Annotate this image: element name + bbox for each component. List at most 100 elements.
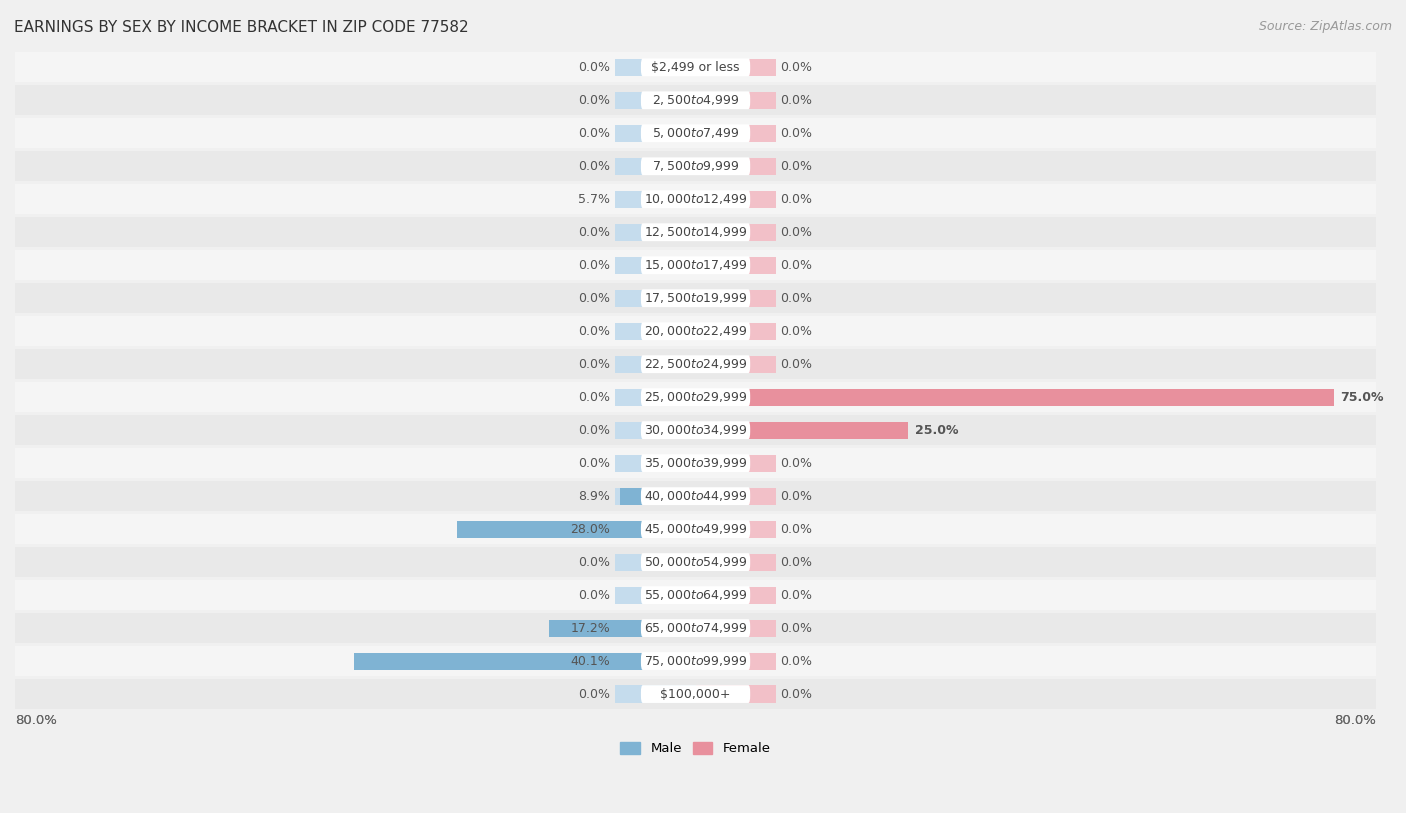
Text: 0.0%: 0.0%: [780, 61, 813, 74]
Text: $2,499 or less: $2,499 or less: [651, 61, 740, 74]
FancyBboxPatch shape: [641, 685, 751, 703]
Bar: [614, 289, 696, 307]
Bar: [614, 488, 696, 505]
FancyBboxPatch shape: [641, 355, 751, 373]
Bar: [15, 382, 1376, 412]
Bar: [354, 653, 696, 670]
Bar: [696, 586, 776, 604]
Bar: [15, 415, 1376, 445]
Bar: [696, 520, 776, 537]
Bar: [696, 620, 776, 637]
Text: 0.0%: 0.0%: [780, 324, 813, 337]
Bar: [15, 580, 1376, 610]
Bar: [614, 389, 696, 406]
Bar: [614, 191, 696, 208]
Text: 40.1%: 40.1%: [571, 654, 610, 667]
Text: 0.0%: 0.0%: [578, 324, 610, 337]
Bar: [696, 422, 776, 439]
Text: 75.0%: 75.0%: [1340, 391, 1384, 404]
Bar: [696, 257, 776, 274]
Text: 0.0%: 0.0%: [578, 93, 610, 107]
FancyBboxPatch shape: [641, 322, 751, 340]
Bar: [550, 620, 696, 637]
Text: $17,500 to $19,999: $17,500 to $19,999: [644, 291, 748, 305]
Bar: [15, 613, 1376, 643]
Text: 0.0%: 0.0%: [780, 622, 813, 635]
Text: $2,500 to $4,999: $2,500 to $4,999: [652, 93, 740, 107]
Bar: [696, 158, 776, 175]
Text: 0.0%: 0.0%: [578, 391, 610, 404]
Bar: [15, 284, 1376, 313]
Bar: [696, 454, 776, 472]
Bar: [15, 448, 1376, 478]
Bar: [614, 257, 696, 274]
Bar: [15, 316, 1376, 346]
Text: 0.0%: 0.0%: [578, 457, 610, 470]
Bar: [696, 389, 1333, 406]
Bar: [614, 620, 696, 637]
Text: EARNINGS BY SEX BY INCOME BRACKET IN ZIP CODE 77582: EARNINGS BY SEX BY INCOME BRACKET IN ZIP…: [14, 20, 468, 35]
Text: $10,000 to $12,499: $10,000 to $12,499: [644, 192, 748, 207]
Text: $20,000 to $22,499: $20,000 to $22,499: [644, 324, 748, 338]
Text: 0.0%: 0.0%: [578, 259, 610, 272]
Text: 0.0%: 0.0%: [780, 589, 813, 602]
Bar: [614, 323, 696, 340]
Bar: [15, 119, 1376, 148]
Text: 5.7%: 5.7%: [578, 193, 610, 206]
Text: 0.0%: 0.0%: [578, 292, 610, 305]
Text: $25,000 to $29,999: $25,000 to $29,999: [644, 390, 747, 404]
Text: 0.0%: 0.0%: [578, 589, 610, 602]
Text: $75,000 to $99,999: $75,000 to $99,999: [644, 654, 748, 668]
FancyBboxPatch shape: [641, 553, 751, 571]
Text: 0.0%: 0.0%: [578, 127, 610, 140]
Text: 0.0%: 0.0%: [780, 489, 813, 502]
FancyBboxPatch shape: [641, 158, 751, 175]
Bar: [696, 554, 776, 571]
Bar: [15, 679, 1376, 709]
Text: 8.9%: 8.9%: [579, 489, 610, 502]
Text: 25.0%: 25.0%: [915, 424, 959, 437]
Bar: [696, 323, 776, 340]
Text: 0.0%: 0.0%: [780, 93, 813, 107]
FancyBboxPatch shape: [641, 620, 751, 637]
Bar: [696, 224, 776, 241]
FancyBboxPatch shape: [641, 256, 751, 274]
Text: 0.0%: 0.0%: [780, 292, 813, 305]
Bar: [15, 515, 1376, 544]
Bar: [15, 646, 1376, 676]
FancyBboxPatch shape: [641, 454, 751, 472]
Bar: [457, 520, 696, 537]
FancyBboxPatch shape: [641, 586, 751, 604]
Text: 0.0%: 0.0%: [578, 424, 610, 437]
Bar: [696, 92, 776, 109]
Bar: [15, 350, 1376, 379]
Bar: [614, 586, 696, 604]
Text: $22,500 to $24,999: $22,500 to $24,999: [644, 357, 748, 372]
Text: $55,000 to $64,999: $55,000 to $64,999: [644, 588, 748, 602]
Bar: [614, 59, 696, 76]
Text: 0.0%: 0.0%: [780, 127, 813, 140]
Text: 17.2%: 17.2%: [571, 622, 610, 635]
Text: 0.0%: 0.0%: [578, 358, 610, 371]
Bar: [15, 185, 1376, 214]
FancyBboxPatch shape: [641, 190, 751, 208]
FancyBboxPatch shape: [641, 487, 751, 505]
Text: $50,000 to $54,999: $50,000 to $54,999: [644, 555, 748, 569]
Bar: [696, 422, 908, 439]
Bar: [614, 554, 696, 571]
Text: 0.0%: 0.0%: [780, 457, 813, 470]
FancyBboxPatch shape: [641, 652, 751, 670]
Bar: [614, 92, 696, 109]
Bar: [15, 481, 1376, 511]
Text: 0.0%: 0.0%: [780, 555, 813, 568]
Text: $30,000 to $34,999: $30,000 to $34,999: [644, 424, 748, 437]
Bar: [696, 191, 776, 208]
Text: $12,500 to $14,999: $12,500 to $14,999: [644, 225, 748, 239]
Text: $40,000 to $44,999: $40,000 to $44,999: [644, 489, 748, 503]
Text: $15,000 to $17,499: $15,000 to $17,499: [644, 259, 748, 272]
Text: $100,000+: $100,000+: [661, 688, 731, 701]
Bar: [15, 250, 1376, 280]
Bar: [696, 289, 776, 307]
Text: 0.0%: 0.0%: [780, 226, 813, 239]
Bar: [614, 685, 696, 702]
